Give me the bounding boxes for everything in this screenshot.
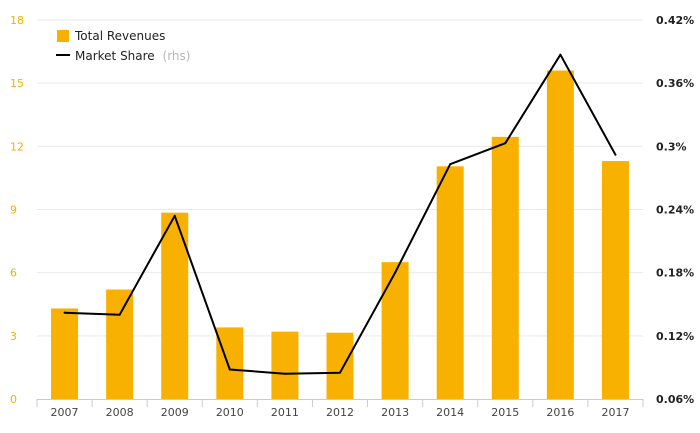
x-tick-label: 2016 [546, 406, 574, 419]
y-left-tick-label: 0 [10, 393, 17, 406]
bar-series-total-revenues [51, 70, 629, 400]
market-share-point-2014 [449, 163, 452, 166]
legend-label-market-share: Market Share (rhs) [75, 49, 190, 63]
bar-2008 [106, 289, 134, 399]
bar-2017 [601, 161, 629, 399]
y-left-tick-label: 15 [10, 77, 24, 90]
y-right-tick-label: 0.12% [656, 330, 694, 343]
legend-swatch-total-revenues [57, 30, 69, 42]
bar-2007 [51, 308, 79, 399]
y-right-tick-label: 0.3% [656, 140, 687, 153]
market-share-point-2011 [283, 372, 286, 375]
bar-2010 [216, 327, 244, 399]
market-share-point-2012 [339, 371, 341, 374]
legend: Total Revenues Market Share (rhs) [56, 29, 190, 63]
x-tick-label: 2010 [216, 406, 244, 419]
y-right-tick-label: 0.36% [656, 77, 694, 90]
legend-label-market-share-name: Market Share [75, 49, 155, 63]
x-tick-label: 2014 [436, 406, 464, 419]
y-right-tick-label: 0.42% [656, 14, 694, 27]
x-tick-label: 2009 [161, 406, 189, 419]
bar-2015 [491, 136, 519, 399]
market-share-line [64, 53, 617, 375]
axes: 0 3 6 9 12 15 18 0.06% 0.12% 0.18% 0.24% 0.3% 0.36% 0… [10, 14, 694, 419]
bar-2016 [546, 70, 574, 400]
x-tick-label: 2011 [271, 406, 299, 419]
market-share-point-2015 [504, 142, 507, 145]
x-tick-label: 2008 [106, 406, 134, 419]
bar-2013 [381, 262, 409, 399]
x-tick-label: 2007 [51, 406, 79, 419]
x-tick-label: 2012 [326, 406, 354, 419]
legend-label-total-revenues: Total Revenues [74, 29, 165, 43]
y-left-tick-label: 9 [10, 204, 17, 217]
market-share-point-2010 [228, 368, 231, 371]
y-left-tick-label: 12 [10, 140, 24, 153]
x-tick-label: 2015 [491, 406, 519, 419]
market-share-point-2007 [63, 311, 66, 314]
bar-2014 [436, 166, 464, 399]
market-share-point-2016 [559, 53, 562, 56]
x-tick-label: 2017 [601, 406, 629, 419]
bar-2011 [271, 331, 299, 399]
y-right-tick-label: 0.06% [656, 393, 694, 406]
y-left-tick-label: 18 [10, 14, 24, 27]
y-left-tick-label: 3 [10, 330, 17, 343]
bar-2012 [326, 332, 354, 399]
line-series-market-share [63, 53, 617, 375]
market-share-point-2008 [118, 313, 121, 316]
y-right-tick-label: 0.24% [656, 204, 694, 217]
y-right-tick-label: 0.18% [656, 267, 694, 280]
y-left-tick-label: 6 [10, 267, 17, 280]
x-tick-label: 2013 [381, 406, 409, 419]
market-share-point-2009 [173, 214, 176, 217]
market-share-point-2017 [614, 153, 617, 156]
gridlines [37, 19, 643, 337]
market-share-point-2013 [394, 271, 397, 274]
legend-label-market-share-suffix: (rhs) [163, 49, 191, 63]
